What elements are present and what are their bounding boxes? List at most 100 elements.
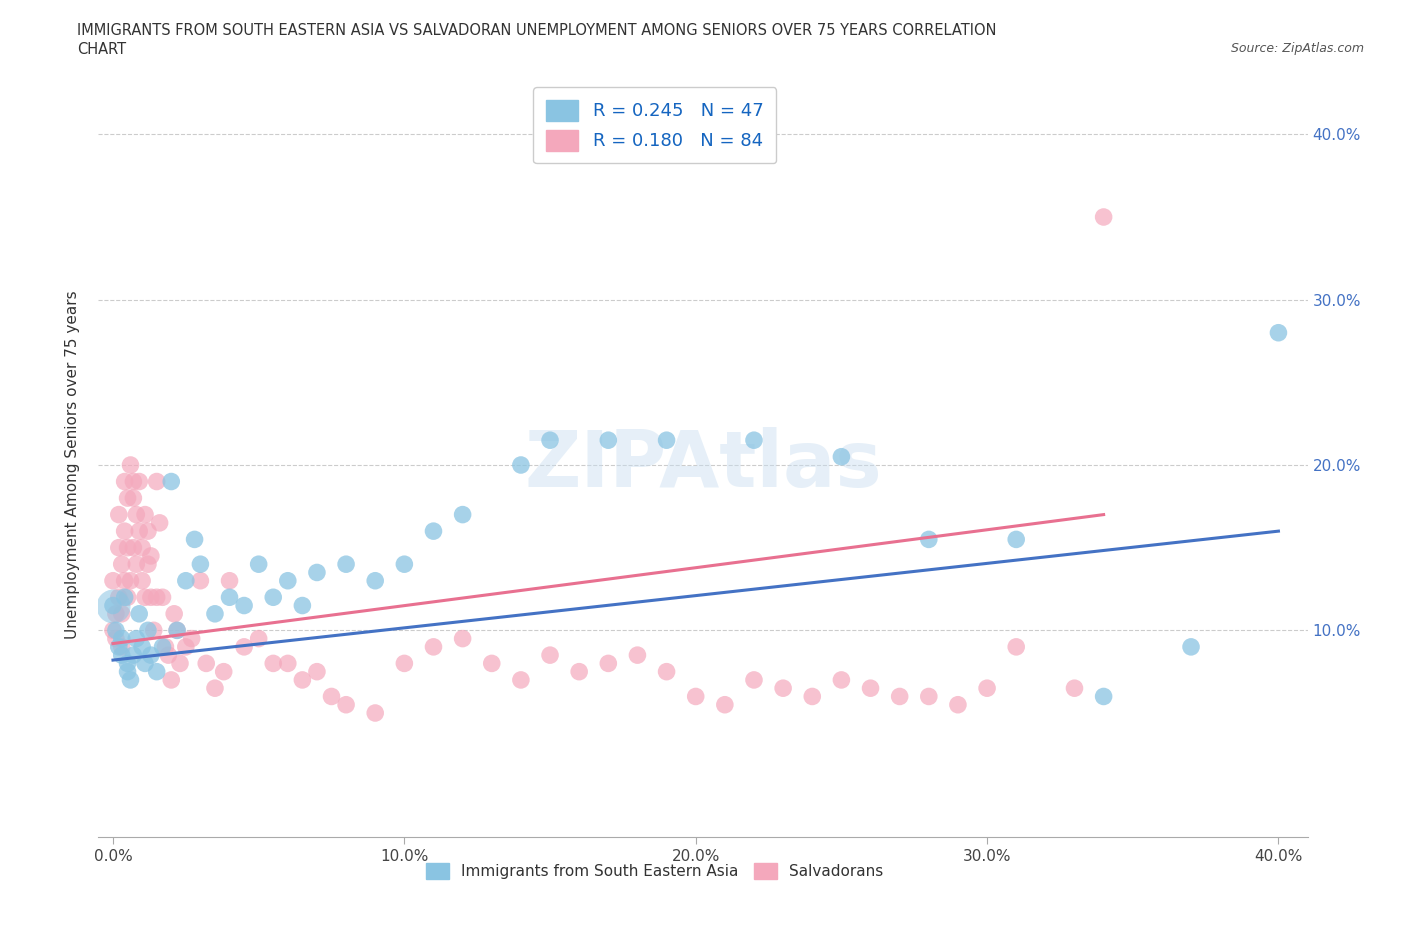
Point (114, 474, 136, 489)
Text: CHART: CHART (77, 42, 127, 57)
Point (128, 606, 150, 621)
Point (134, 656, 156, 671)
Point (108, 507, 131, 522)
Point (166, 623, 188, 638)
Point (120, 672, 142, 687)
Y-axis label: Unemployment Among Seniors over 75 years: Unemployment Among Seniors over 75 years (65, 291, 80, 639)
Point (101, 598, 124, 613)
Point (134, 507, 156, 522)
Point (335, 698, 357, 712)
Point (1267, 326, 1289, 340)
Point (509, 672, 531, 687)
Point (195, 656, 218, 671)
Point (122, 647, 145, 662)
Point (136, 557, 159, 572)
Point (111, 631, 134, 646)
Point (101, 573, 124, 588)
Point (163, 606, 186, 621)
Point (335, 557, 357, 572)
Point (291, 598, 314, 613)
Point (598, 656, 620, 671)
Point (685, 689, 707, 704)
Point (117, 664, 139, 679)
Point (157, 647, 180, 662)
Point (247, 557, 270, 572)
Point (889, 689, 911, 704)
Point (859, 681, 882, 696)
Point (120, 573, 142, 588)
Point (1092, 209, 1115, 224)
Point (128, 524, 150, 538)
Point (136, 623, 159, 638)
Point (104, 606, 127, 621)
Point (262, 656, 284, 671)
Point (134, 590, 156, 604)
Point (117, 590, 139, 604)
Point (131, 640, 153, 655)
Point (122, 540, 145, 555)
Point (104, 631, 127, 646)
Point (801, 689, 824, 704)
Text: ZIPAtlas: ZIPAtlas (524, 427, 882, 503)
Point (1092, 689, 1115, 704)
Point (169, 656, 191, 671)
Legend: Immigrants from South Eastern Asia, Salvadorans: Immigrants from South Eastern Asia, Salv… (420, 857, 890, 885)
Point (183, 532, 205, 547)
Point (111, 606, 134, 621)
Point (918, 532, 941, 547)
Point (190, 557, 212, 572)
Point (131, 540, 153, 555)
Point (830, 449, 852, 464)
Point (111, 640, 134, 655)
Point (918, 689, 941, 704)
Point (946, 698, 969, 712)
Point (247, 631, 270, 646)
Point (218, 573, 240, 588)
Point (394, 557, 416, 572)
Point (152, 640, 174, 655)
Point (830, 672, 852, 687)
Point (305, 664, 328, 679)
Point (125, 507, 148, 522)
Point (321, 689, 343, 704)
Point (1180, 640, 1202, 655)
Point (174, 573, 197, 588)
Point (166, 623, 188, 638)
Point (742, 672, 765, 687)
Point (364, 573, 387, 588)
Point (117, 656, 139, 671)
Point (422, 640, 444, 655)
Text: Source: ZipAtlas.com: Source: ZipAtlas.com (1230, 42, 1364, 55)
Point (108, 640, 131, 655)
Point (142, 623, 165, 638)
Point (117, 491, 139, 506)
Point (568, 664, 591, 679)
Point (114, 573, 136, 588)
Point (111, 557, 134, 572)
Point (538, 432, 561, 447)
Point (136, 524, 159, 538)
Point (101, 598, 124, 613)
Point (422, 524, 444, 538)
Point (108, 590, 131, 604)
Point (364, 706, 387, 721)
Point (145, 474, 167, 489)
Point (160, 474, 183, 489)
Point (125, 631, 148, 646)
Point (180, 631, 202, 646)
Point (111, 647, 134, 662)
Point (152, 590, 174, 604)
Point (598, 432, 620, 447)
Point (742, 432, 765, 447)
Point (125, 557, 148, 572)
Text: IMMIGRANTS FROM SOUTH EASTERN ASIA VS SALVADORAN UNEMPLOYMENT AMONG SENIORS OVER: IMMIGRANTS FROM SOUTH EASTERN ASIA VS SA… (77, 23, 997, 38)
Point (509, 458, 531, 472)
Point (218, 590, 240, 604)
Point (204, 681, 226, 696)
Point (204, 606, 226, 621)
Point (117, 540, 139, 555)
Point (655, 664, 678, 679)
Point (114, 590, 136, 604)
Point (120, 458, 142, 472)
Point (114, 524, 136, 538)
